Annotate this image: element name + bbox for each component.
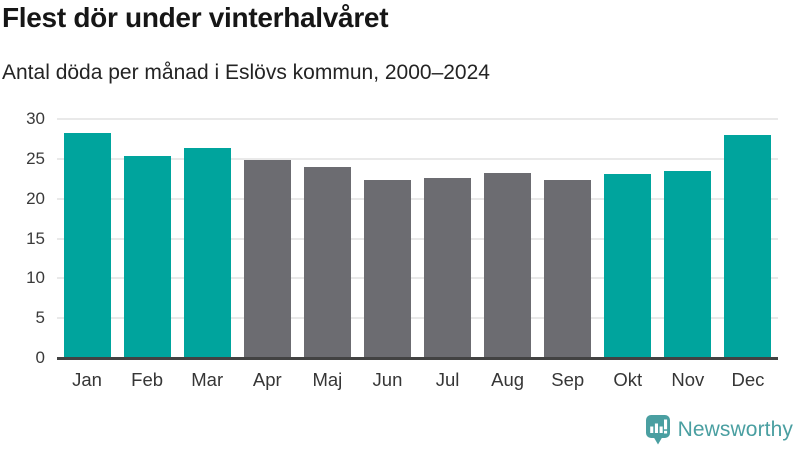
y-tick-label-30: 30 (26, 109, 45, 128)
x-tick-label-aug: Aug (491, 369, 525, 390)
bar-mar (183, 147, 231, 358)
bar-jun (363, 179, 411, 358)
y-tick-label-5: 5 (35, 308, 45, 328)
bar-jan (63, 133, 111, 358)
bar-aug (484, 173, 532, 358)
gridline-25 (57, 157, 778, 160)
x-tick-label-jun: Jun (372, 369, 403, 390)
bar-apr (243, 160, 291, 358)
plot-area (57, 118, 778, 358)
bar-okt (604, 173, 652, 358)
x-tick-label-dec: Dec (731, 369, 765, 390)
x-axis-line (57, 357, 778, 360)
gridline-10 (57, 277, 778, 280)
x-tick-label-jan: Jan (72, 369, 102, 390)
y-tick-label-25: 25 (26, 148, 45, 168)
x-tick-label-okt: Okt (613, 369, 643, 390)
newsworthy-chart-bubble-icon (645, 415, 670, 445)
bar-sep (544, 180, 592, 358)
y-tick-label-15: 15 (26, 228, 45, 248)
y-tick-label-10: 10 (26, 268, 45, 288)
x-tick-label-apr: Apr (252, 369, 282, 390)
x-tick-label-feb: Feb (131, 369, 164, 390)
bar-dec (724, 134, 772, 358)
brand-name: Newsworthy (677, 418, 793, 441)
x-tick-label-sep: Sep (551, 369, 585, 390)
x-tick-label-jul: Jul (435, 369, 460, 390)
gridline-30 (57, 118, 778, 120)
bar-nov (664, 170, 712, 358)
chart-title: Flest dör under vinterhalvåret (2, 2, 389, 33)
gridline-20 (57, 197, 778, 200)
footer-brand: Newsworthy (645, 415, 793, 445)
bar-maj (303, 166, 351, 358)
bar-feb (123, 155, 171, 358)
chart-subtitle: Antal döda per månad i Eslövs kommun, 20… (2, 61, 490, 84)
bar-jul (424, 177, 472, 358)
gridline-5 (57, 317, 778, 320)
y-tick-label-0: 0 (35, 348, 45, 367)
x-tick-label-nov: Nov (671, 369, 705, 390)
y-tick-label-20: 20 (26, 188, 45, 208)
x-tick-label-maj: Maj (312, 369, 343, 390)
gridline-15 (57, 237, 778, 240)
x-tick-label-mar: Mar (191, 369, 224, 390)
